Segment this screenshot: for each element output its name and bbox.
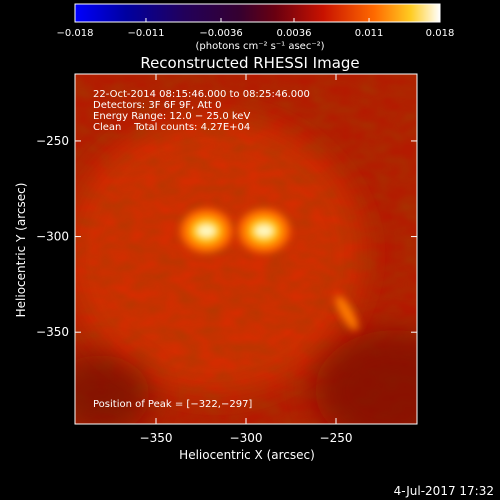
flare-source-secondary [335, 295, 359, 331]
colorbar-tick-label: −0.011 [127, 28, 164, 39]
annotation-energy: Energy Range: 12.0 − 25.0 keV [93, 111, 250, 122]
flare-source-peak [253, 222, 275, 239]
x-axis-ticks: −350 −300 −250 [140, 74, 353, 445]
y-axis-label: Heliocentric Y (arcsec) [14, 183, 28, 318]
footer-date: 4-Jul-2017 17:32 [394, 484, 494, 498]
x-tick-label: −350 [140, 431, 173, 445]
flare-sources [180, 208, 359, 331]
x-tick-label: −300 [230, 431, 263, 445]
flare-source-peak [195, 222, 218, 239]
colorbar-unit-label: (photons cm⁻² s⁻¹ asec⁻²) [195, 41, 324, 52]
x-tick-label: −250 [320, 431, 353, 445]
y-tick-label: −300 [36, 230, 69, 244]
y-tick-label: −250 [36, 134, 69, 148]
y-tick-label: −350 [36, 325, 69, 339]
colorbar [74, 3, 441, 23]
x-axis-label: Heliocentric X (arcsec) [179, 448, 315, 462]
colorbar-tick-label: −0.018 [56, 28, 93, 39]
annotation-detectors: Detectors: 3F 6F 9F, Att 0 [93, 100, 221, 111]
heatmap-image [75, 74, 417, 424]
colorbar-tick-label: 0.011 [355, 28, 384, 39]
colorbar-tick-label: −0.0036 [199, 28, 242, 39]
chart-title: Reconstructed RHESSI Image [140, 54, 359, 72]
annotation-peak: Position of Peak = [−322,−297] [93, 399, 252, 410]
annotation-clean: Clean Total counts: 4.27E+04 [93, 122, 250, 133]
colorbar-ticks: −0.018 −0.011 −0.0036 0.0036 0.011 0.018 [56, 18, 454, 39]
y-axis-ticks: −250 −300 −350 [36, 134, 417, 339]
colorbar-tick-label: 0.018 [426, 28, 455, 39]
colorbar-tick-label: 0.0036 [277, 28, 312, 39]
annotation-time: 22-Oct-2014 08:15:46.000 to 08:25:46.000 [93, 89, 310, 100]
